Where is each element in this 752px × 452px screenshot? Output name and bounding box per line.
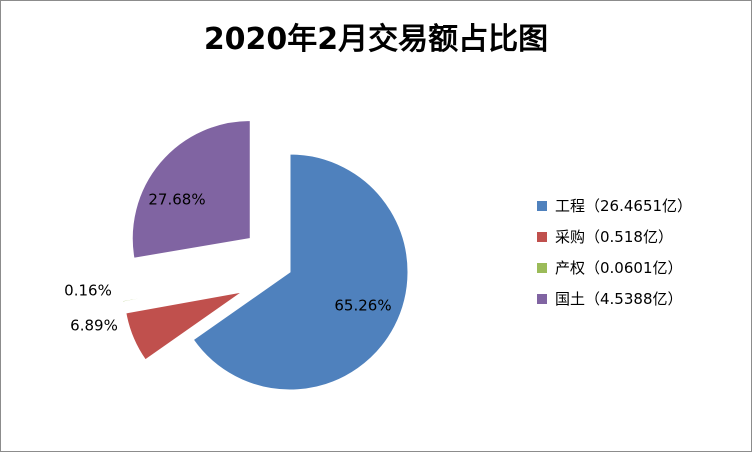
slice-guotu — [131, 119, 251, 259]
chart-title: 2020年2月交易额占比图 — [203, 22, 549, 57]
slice-gongcheng — [192, 153, 409, 391]
legend-item-caigou: 采购（0.518亿） — [537, 221, 692, 252]
legend-item-chanquan: 产权（0.0601亿） — [537, 252, 692, 283]
legend-item-guotu: 国土（4.5388亿） — [537, 283, 692, 314]
data-label-chanquan: 0.16% — [64, 282, 112, 300]
legend: 工程（26.4651亿） 采购（0.518亿） 产权（0.0601亿） 国土（4… — [537, 190, 692, 314]
legend-label: 产权（0.0601亿） — [555, 259, 683, 277]
legend-label: 国土（4.5388亿） — [555, 290, 683, 308]
legend-swatch — [537, 200, 547, 211]
legend-swatch — [537, 231, 547, 242]
legend-label: 采购（0.518亿） — [555, 228, 673, 246]
slice-caigou — [125, 291, 243, 361]
legend-label: 工程（26.4651亿） — [555, 197, 693, 215]
slice-chanquan — [121, 280, 239, 303]
data-label-guotu: 27.68% — [148, 191, 205, 209]
legend-swatch — [537, 262, 547, 273]
legend-swatch — [537, 293, 547, 304]
data-label-caigou: 6.89% — [70, 317, 118, 335]
data-label-gongcheng: 65.26% — [334, 297, 391, 315]
legend-item-gongcheng: 工程（26.4651亿） — [537, 190, 692, 221]
